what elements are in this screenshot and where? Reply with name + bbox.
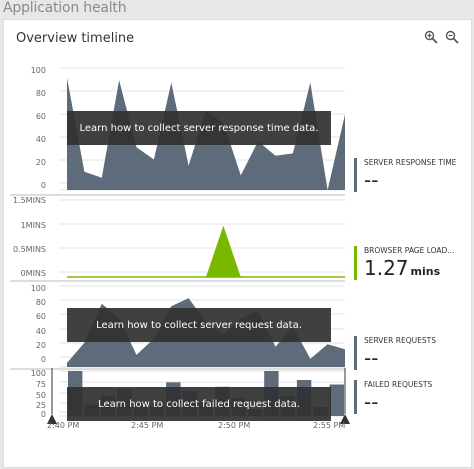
metric-color-bar <box>354 380 357 414</box>
y-tick: 75 <box>35 380 46 389</box>
metric-color-bar <box>354 246 357 280</box>
y-tick: 1.5MINS <box>12 196 46 205</box>
failed-requests-learn-link[interactable]: Learn how to collect failed request data… <box>67 387 331 421</box>
y-tick: 50 <box>35 391 46 400</box>
metric-label: SERVER REQUESTS <box>364 336 436 345</box>
x-tick: 2:45 PM <box>131 421 164 430</box>
metric-color-bar <box>354 158 357 192</box>
metric-value: -- <box>364 390 379 414</box>
range-end-handle <box>340 414 350 424</box>
app-title: Application health <box>3 0 127 16</box>
y-tick: 100 <box>30 284 46 293</box>
x-tick: 2:55 PM <box>313 421 346 430</box>
y-tick: 100 <box>30 369 46 378</box>
y-tick: 1MINS <box>20 221 46 230</box>
y-tick: 60 <box>35 312 46 321</box>
metric-label: SERVER RESPONSE TIME <box>364 158 457 167</box>
y-tick: 40 <box>35 135 46 144</box>
metric-failed-requests[interactable]: FAILED REQUESTS -- <box>354 380 464 414</box>
x-tick: 2:50 PM <box>218 421 251 430</box>
metric-value: -- <box>364 168 379 192</box>
metric-server-requests[interactable]: SERVER REQUESTS -- <box>354 336 464 370</box>
metric-value: -- <box>364 346 379 370</box>
y-tick: 40 <box>35 327 46 336</box>
zoom-in-icon[interactable] <box>424 30 438 44</box>
zoom-out-icon[interactable] <box>445 30 459 44</box>
card-title: Overview timeline <box>16 31 135 46</box>
metric-value: 1.27 mins <box>364 256 441 280</box>
metric-label: BROWSER PAGE LOAD... <box>364 246 455 255</box>
metric-color-bar <box>354 336 357 370</box>
y-tick: 0 <box>40 355 46 364</box>
metric-label: FAILED REQUESTS <box>364 380 433 389</box>
y-tick: 20 <box>35 158 46 167</box>
server-response-learn-link[interactable]: Learn how to collect server response tim… <box>67 111 331 145</box>
metric-browser-page-load[interactable]: BROWSER PAGE LOAD... 1.27 mins <box>354 246 464 280</box>
y-tick: 0.5MINS <box>12 245 46 254</box>
metric-server-response-time[interactable]: SERVER RESPONSE TIME -- <box>354 158 464 192</box>
range-start-handle <box>47 414 57 424</box>
server-requests-learn-link[interactable]: Learn how to collect server request data… <box>67 308 331 342</box>
y-tick: 60 <box>35 112 46 121</box>
y-tick: 0MINS <box>20 269 46 278</box>
y-tick: 80 <box>35 298 46 307</box>
y-tick: 0 <box>40 181 46 190</box>
y-tick: 100 <box>30 66 46 75</box>
y-tick: 25 <box>35 401 46 410</box>
x-tick: 2:40 PM <box>47 421 80 430</box>
page-load-spike <box>206 225 241 277</box>
y-tick: 20 <box>35 341 46 350</box>
failed-bar <box>329 384 344 416</box>
y-tick: 0 <box>40 410 46 419</box>
y-tick: 80 <box>35 89 46 98</box>
